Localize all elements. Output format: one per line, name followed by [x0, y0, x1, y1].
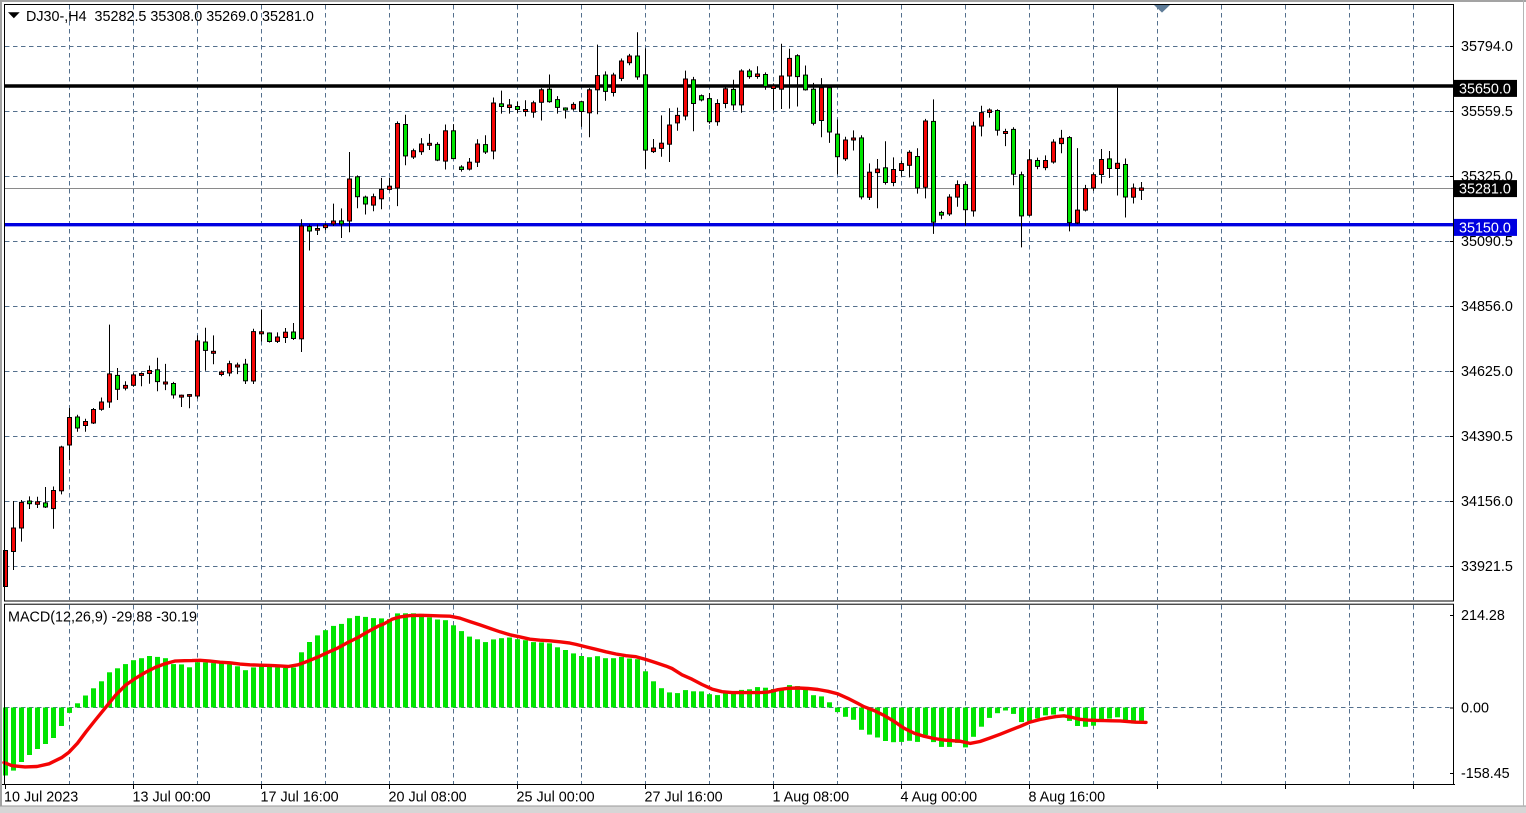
svg-text:-158.45: -158.45 [1461, 766, 1510, 782]
svg-text:8 Aug 16:00: 8 Aug 16:00 [1029, 789, 1106, 805]
svg-text:34856.0: 34856.0 [1461, 299, 1513, 315]
svg-text:27 Jul 16:00: 27 Jul 16:00 [645, 789, 723, 805]
svg-text:34390.5: 34390.5 [1461, 429, 1513, 445]
svg-text:35281.0: 35281.0 [1459, 182, 1511, 198]
svg-text:17 Jul 16:00: 17 Jul 16:00 [261, 789, 339, 805]
svg-text:13 Jul 00:00: 13 Jul 00:00 [133, 789, 211, 805]
svg-text:214.28: 214.28 [1461, 608, 1505, 624]
svg-text:25 Jul 00:00: 25 Jul 00:00 [517, 789, 595, 805]
svg-text:33921.5: 33921.5 [1461, 559, 1513, 575]
svg-text:35794.0: 35794.0 [1461, 39, 1513, 55]
svg-text:35650.0: 35650.0 [1459, 81, 1511, 97]
svg-text:34625.0: 34625.0 [1461, 364, 1513, 380]
svg-text:35559.5: 35559.5 [1461, 104, 1513, 120]
svg-text:35090.5: 35090.5 [1461, 234, 1513, 250]
svg-text:10 Jul 2023: 10 Jul 2023 [4, 789, 78, 805]
svg-text:4 Aug 00:00: 4 Aug 00:00 [901, 789, 978, 805]
svg-text:35150.0: 35150.0 [1459, 220, 1511, 236]
svg-text:DJ30-,H4 35282.5 35308.0 3526: DJ30-,H4 35282.5 35308.0 35269.0 35281.0 [26, 9, 314, 25]
svg-text:34156.0: 34156.0 [1461, 494, 1513, 510]
svg-text:MACD(12,26,9) -29.88 -30.19: MACD(12,26,9) -29.88 -30.19 [8, 610, 197, 626]
svg-text:20 Jul 08:00: 20 Jul 08:00 [389, 789, 467, 805]
svg-text:1 Aug 08:00: 1 Aug 08:00 [773, 789, 850, 805]
svg-text:0.00: 0.00 [1461, 701, 1489, 717]
